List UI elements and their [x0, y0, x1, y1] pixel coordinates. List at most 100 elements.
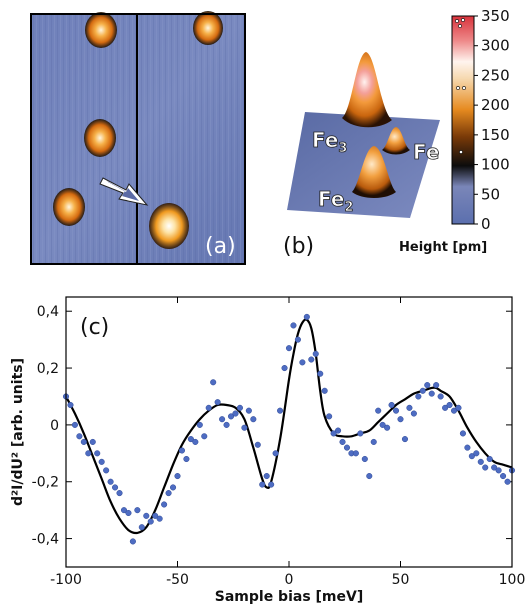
x-tick-label: -50	[166, 572, 189, 588]
data-point	[254, 441, 261, 448]
data-point	[277, 407, 284, 414]
peak-label-fe3: Fe3	[312, 128, 347, 156]
data-point	[335, 427, 342, 434]
data-point	[210, 379, 217, 386]
data-point	[165, 490, 172, 497]
data-point	[401, 436, 409, 443]
peak-fe	[382, 127, 410, 155]
data-point	[495, 467, 502, 474]
x-tick-label: 50	[392, 572, 410, 588]
data-point	[85, 450, 92, 457]
peak-fe3	[342, 52, 392, 128]
adatom-blob	[85, 12, 117, 48]
data-point	[281, 365, 288, 372]
data-point	[245, 407, 252, 414]
y-axis-label: d²I/dU² [arb. units]	[10, 358, 26, 506]
data-point	[232, 410, 239, 417]
data-point	[406, 404, 413, 411]
y-tick-label: 0,2	[37, 361, 59, 377]
data-point	[486, 455, 493, 463]
colorbar-tick-label: 300	[481, 37, 510, 55]
data-point	[410, 410, 417, 417]
adatom-blob	[53, 188, 85, 226]
colorbar-gradient	[451, 15, 475, 225]
data-point	[219, 416, 226, 423]
data-point	[473, 450, 480, 457]
data-point	[272, 450, 279, 457]
data-point	[299, 359, 306, 366]
panel-a-frame	[30, 13, 246, 265]
colorbar-tick-label: 150	[481, 126, 510, 144]
data-point	[312, 350, 319, 357]
peak-label-fe2: Fe2	[318, 187, 353, 215]
data-point	[116, 490, 123, 497]
colorbar-label: Height [pm]	[399, 240, 487, 255]
panel-b-label: (b)	[283, 234, 314, 259]
data-point	[433, 382, 440, 389]
data-point	[352, 450, 359, 457]
data-point	[504, 478, 511, 485]
data-point	[205, 404, 212, 411]
colorbar-tick-label: 350	[481, 7, 510, 25]
data-point	[250, 416, 257, 423]
panel-b-3d-topography: Fe3 Fe Fe2 (b)	[283, 52, 440, 259]
data-point	[143, 512, 150, 519]
data-point	[308, 356, 315, 363]
data-point	[290, 322, 297, 329]
data-point	[196, 421, 203, 428]
data-point	[366, 473, 373, 480]
data-point	[227, 413, 235, 420]
colorbar-tick-label: 100	[481, 156, 510, 174]
adatom-blob	[84, 119, 116, 157]
data-point	[89, 438, 96, 445]
arrow-icon	[99, 177, 149, 206]
peak-label-fe: Fe	[413, 140, 439, 164]
data-point	[330, 430, 337, 437]
data-point	[468, 453, 475, 460]
data-point	[294, 336, 301, 343]
colorbar-tick-label: 250	[481, 66, 510, 84]
data-point	[147, 518, 154, 525]
data-point	[187, 436, 194, 443]
x-axis-label: Sample bias [meV]	[215, 589, 364, 605]
adatom-blob	[193, 11, 223, 45]
colorbar-ticks: 0 50 100 150 200 250 300 350	[474, 7, 510, 233]
data-point	[459, 430, 466, 437]
data-point	[477, 458, 484, 465]
x-tick-label: -100	[50, 572, 82, 588]
data-point	[192, 438, 199, 445]
data-point	[303, 313, 310, 320]
data-point	[174, 473, 181, 480]
data-point	[321, 387, 328, 394]
data-point	[317, 370, 324, 377]
data-point	[419, 387, 426, 394]
data-point	[491, 464, 498, 471]
plot-frame	[65, 296, 513, 568]
data-point	[357, 430, 364, 437]
data-point	[442, 404, 449, 411]
data-point	[152, 512, 159, 519]
data-point	[446, 401, 453, 409]
data-point	[201, 433, 208, 440]
data-point	[161, 501, 168, 508]
data-point	[183, 455, 190, 463]
data-point	[384, 424, 391, 431]
colorbar-markers	[455, 18, 466, 154]
adatom-blob-large	[149, 203, 189, 249]
data-point	[428, 390, 435, 397]
data-point	[241, 424, 248, 431]
data-point	[98, 458, 105, 465]
data-point	[214, 399, 221, 406]
data-point	[375, 407, 382, 414]
data-point	[392, 407, 400, 414]
data-point	[424, 382, 431, 389]
data-point	[67, 401, 74, 409]
data-point	[169, 484, 177, 491]
x-tick-label: 100	[499, 572, 526, 588]
y-tick-label: -0,4	[32, 532, 59, 548]
data-point	[397, 416, 404, 423]
data-point	[263, 473, 270, 480]
panel-a-label: (a)	[205, 234, 236, 259]
data-point	[178, 447, 186, 454]
